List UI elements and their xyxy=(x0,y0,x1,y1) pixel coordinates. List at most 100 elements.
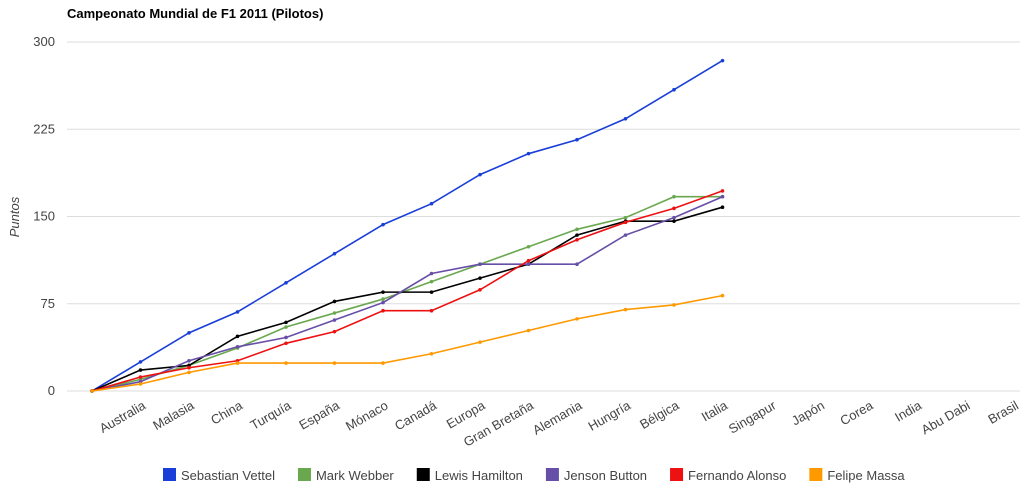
legend-swatch xyxy=(670,468,684,481)
point xyxy=(332,251,337,256)
y-tick-label: 75 xyxy=(41,296,55,311)
point xyxy=(381,300,385,305)
point xyxy=(187,331,191,335)
point xyxy=(720,189,725,193)
point xyxy=(429,201,434,206)
point xyxy=(429,351,434,356)
point xyxy=(381,308,385,313)
legend-label: Lewis Hamilton xyxy=(435,468,523,483)
point xyxy=(478,287,482,292)
point xyxy=(575,317,579,321)
legend-swatch xyxy=(297,468,311,481)
x-tick-label: Canadá xyxy=(392,397,440,433)
point xyxy=(381,290,385,294)
point xyxy=(623,233,628,237)
point xyxy=(138,382,143,386)
series-line xyxy=(91,190,723,392)
chart-title: Campeonato Mundial de F1 2011 (Pilotos) xyxy=(67,6,323,21)
point xyxy=(381,361,385,365)
point xyxy=(381,297,385,301)
point xyxy=(720,293,725,298)
point xyxy=(526,258,531,263)
point xyxy=(623,215,628,220)
legend-swatch xyxy=(809,468,823,481)
point xyxy=(575,137,579,142)
point xyxy=(332,299,337,304)
series-line xyxy=(91,206,723,392)
point xyxy=(284,335,288,340)
x-tick-label: Mónaco xyxy=(343,398,391,434)
x-tick-label: Australia xyxy=(97,397,149,436)
point xyxy=(284,320,288,325)
point xyxy=(623,307,628,312)
point xyxy=(284,281,288,285)
x-tick-label: China xyxy=(208,397,246,427)
legend-label: Sebastian Vettel xyxy=(181,468,275,483)
point xyxy=(478,276,482,280)
point xyxy=(575,262,579,266)
y-tick-label: 150 xyxy=(33,209,55,224)
series-line xyxy=(91,59,723,392)
legend-swatch xyxy=(545,468,559,481)
point xyxy=(526,151,531,156)
point xyxy=(720,58,725,63)
y-tick-label: 0 xyxy=(48,383,55,398)
point xyxy=(623,220,628,225)
legend-swatch xyxy=(163,468,176,481)
point xyxy=(478,340,482,344)
point xyxy=(187,365,191,370)
x-tick-label: Italia xyxy=(699,397,731,424)
point xyxy=(332,361,337,365)
point xyxy=(526,262,531,266)
point xyxy=(478,172,482,177)
series-line xyxy=(91,195,723,392)
x-tick-label: India xyxy=(892,397,925,424)
legend-swatch xyxy=(416,468,430,481)
x-tick-label: Abu Dabi xyxy=(919,398,973,438)
point xyxy=(284,325,288,329)
point xyxy=(235,310,240,314)
point xyxy=(623,116,628,121)
point xyxy=(672,206,676,211)
x-tick-label: Bélgica xyxy=(637,397,682,432)
point xyxy=(429,279,434,284)
point xyxy=(187,370,191,375)
point xyxy=(672,215,676,220)
point xyxy=(720,205,725,209)
point xyxy=(332,311,337,315)
legend-label: Mark Webber xyxy=(316,468,394,483)
point xyxy=(720,194,725,199)
point xyxy=(235,334,240,339)
point xyxy=(672,303,676,307)
point xyxy=(672,219,676,223)
point xyxy=(332,329,337,334)
legend-label: Jenson Button xyxy=(564,468,647,483)
x-tick-label: Turquía xyxy=(248,397,295,433)
point xyxy=(429,290,434,294)
point xyxy=(526,328,531,333)
point xyxy=(138,368,143,372)
series-line xyxy=(91,195,723,392)
point xyxy=(187,358,191,363)
point xyxy=(332,318,337,322)
point xyxy=(672,194,676,199)
x-tick-label: Alemania xyxy=(530,397,585,437)
legend-label: Fernando Alonso xyxy=(688,468,786,483)
point xyxy=(138,360,143,364)
point xyxy=(284,341,288,346)
legend-label: Felipe Massa xyxy=(827,468,905,483)
x-tick-label: España xyxy=(296,397,342,432)
point xyxy=(575,233,579,237)
x-tick-label: Corea xyxy=(837,397,876,428)
point xyxy=(235,344,240,349)
x-tick-label: Brasil xyxy=(985,398,1021,427)
point xyxy=(381,222,385,227)
point xyxy=(429,271,434,276)
point xyxy=(575,227,579,232)
x-tick-label: Hungría xyxy=(585,397,633,433)
y-axis-label: Puntos xyxy=(7,196,22,237)
series-line xyxy=(91,294,723,392)
x-tick-label: Japón xyxy=(789,398,827,429)
point xyxy=(672,87,676,92)
